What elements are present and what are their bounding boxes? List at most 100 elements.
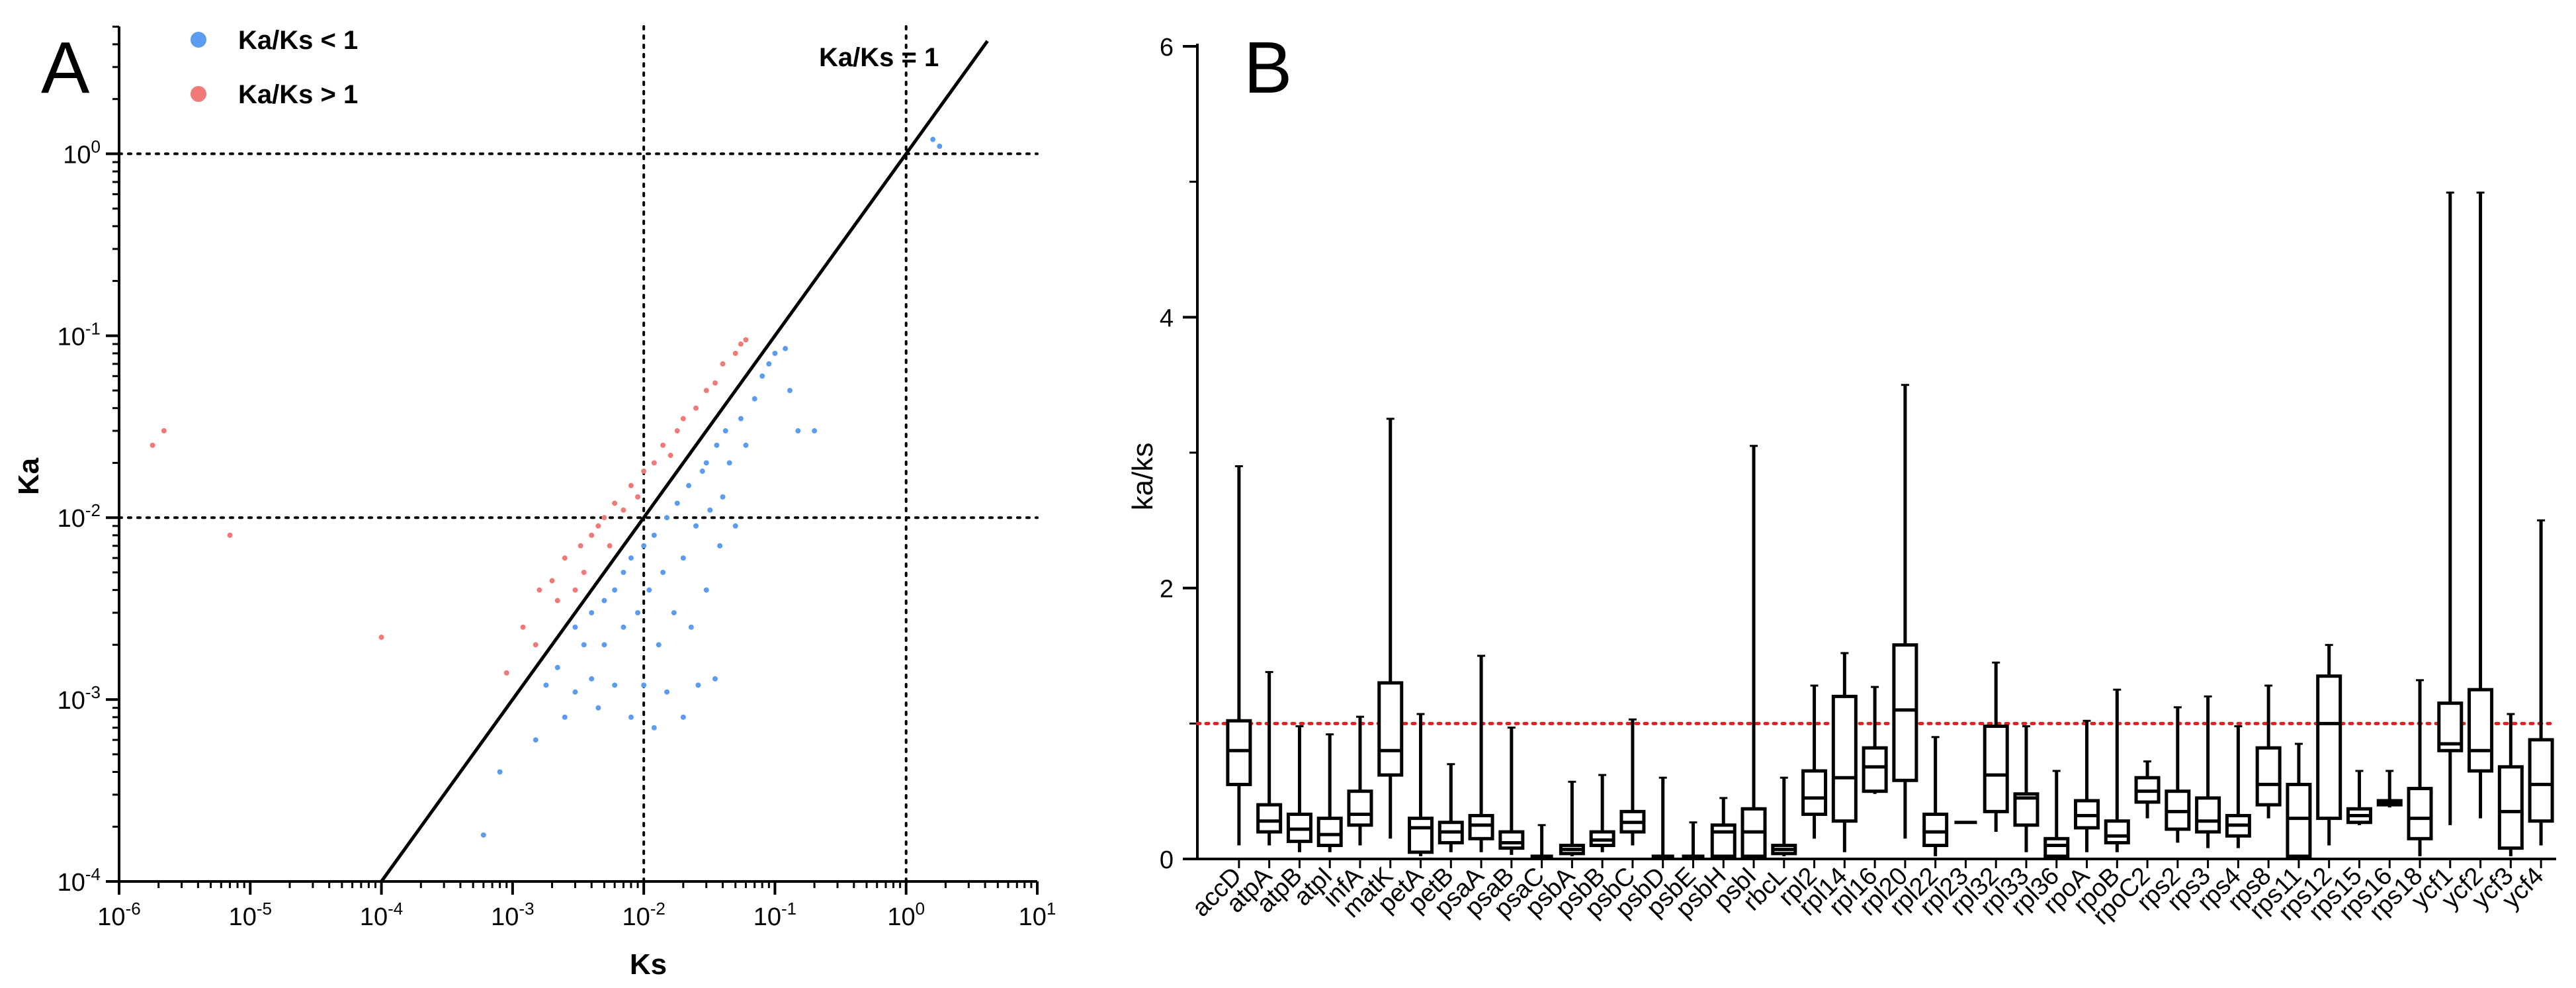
panel-a-point <box>503 670 509 676</box>
panel-a-point <box>732 350 738 356</box>
panel-b-box-body <box>2286 782 2312 858</box>
panel-b-y-tick-label: 2 <box>1160 576 1174 604</box>
panel-a-point <box>722 428 728 434</box>
panel-a-point <box>726 460 732 466</box>
panel-a-y-tick-label: 10-2 <box>58 500 101 533</box>
panel-b-box-rps2 <box>2165 706 2191 843</box>
panel-a-point <box>601 598 607 604</box>
panel-a-x-tick-label: 10-1 <box>753 899 796 931</box>
panel-b-box-rpl32 <box>1983 661 2009 832</box>
panel-a-point <box>581 642 587 648</box>
panel-b-box-rpl22 <box>1922 736 1949 856</box>
panel-a-point <box>732 523 738 529</box>
panel-b-box-rpoA <box>2074 719 2100 852</box>
panel-a-point <box>497 769 503 775</box>
panel-a-point <box>795 428 801 434</box>
panel-a-point <box>656 642 662 648</box>
panel-b-box-rpoC2 <box>2134 760 2161 819</box>
panel-a-point <box>533 737 538 743</box>
panel-b-box-atpA <box>1256 671 1283 846</box>
panel-a-point <box>664 689 670 695</box>
panel-a-point <box>743 337 749 343</box>
panel-b-box-psaA <box>1468 654 1494 852</box>
panel-b-box-infA <box>1347 715 1373 846</box>
panel-b-box-body <box>1801 769 1828 816</box>
panel-b-box-body <box>2528 738 2554 823</box>
panel-a-point <box>714 442 720 448</box>
panel-a-point <box>680 416 686 422</box>
panel-b-y-ticks: 0 2 4 6 <box>1160 34 1197 874</box>
panel-b-box-ycf1 <box>2437 191 2464 825</box>
panel-b-box-body <box>1256 803 1283 834</box>
panel-b-letter: B <box>1244 27 1292 109</box>
panel-a-point <box>720 361 726 367</box>
panel-a-point <box>641 543 647 549</box>
panel-a-point <box>680 555 686 561</box>
panel-a-x-tick-label: 10-4 <box>360 899 403 931</box>
panel-a-point <box>667 453 673 459</box>
panel-a-point <box>717 543 723 549</box>
panel-b-box-psbE <box>1682 821 1705 858</box>
panel-a-point <box>703 388 709 394</box>
panel-b-box-body <box>2468 688 2494 773</box>
panel-a-point <box>554 598 560 604</box>
panel-a-point <box>543 682 549 688</box>
panel-a-y-tick-label: 10-4 <box>58 864 101 897</box>
panel-a-point <box>612 587 618 593</box>
panel-a-point <box>660 442 666 448</box>
panel-a-point <box>612 500 618 506</box>
panel-b-box-body <box>1983 724 2009 813</box>
panel-a-point <box>674 500 680 506</box>
panel-a-point <box>641 469 647 474</box>
panel-a-point <box>628 714 634 720</box>
panel-a-point <box>589 532 595 538</box>
panel-a-point <box>720 494 726 500</box>
panel-b-box-rps16 <box>2376 770 2403 808</box>
panel-b-box-rpoB <box>2104 688 2130 852</box>
panel-a-point <box>612 682 618 688</box>
panel-a-point <box>651 460 657 466</box>
panel-a-point <box>930 136 936 142</box>
panel-a-legend: Ka/Ks < 1 Ka/Ks > 1 <box>191 26 358 109</box>
panel-a-point <box>812 428 818 434</box>
panel-b-box-rps8 <box>2255 684 2282 819</box>
panel-b-y-tick-label: 4 <box>1160 304 1174 332</box>
panel-a-point <box>572 689 578 695</box>
panel-b-box-body <box>2316 674 2342 821</box>
panel-a-point <box>703 460 709 466</box>
panel-b-box-body <box>1498 830 1525 850</box>
panel-a-points <box>150 136 943 838</box>
panel-b-box-body <box>1468 814 1494 840</box>
panel-b-box-accD <box>1226 465 1252 846</box>
panel-b-box-body <box>2195 796 2221 834</box>
panel-b-box-rps4 <box>2225 725 2251 848</box>
panel-a-point <box>628 482 634 488</box>
panel-b-box-ycf2 <box>2468 191 2494 819</box>
panel-b-box-body <box>2104 819 2130 844</box>
panel-a-y-tick-label: 100 <box>63 136 101 169</box>
panel-a-x-tick-label: 101 <box>1019 899 1056 931</box>
panel-b-box-body <box>2407 787 2433 840</box>
panel-b-box-rpl16 <box>1862 686 1888 794</box>
panel-b-box-body <box>1862 746 1888 793</box>
panel-a-point <box>621 569 626 575</box>
panel-a-point <box>554 664 560 670</box>
panel-a-y-tick-label: 10-1 <box>58 318 101 351</box>
panel-a-point <box>707 507 713 513</box>
panel-b-box-body <box>1316 817 1343 848</box>
panel-a-x-tick-label: 10-3 <box>491 899 534 931</box>
panel-a-x-tick-label: 10-5 <box>229 899 272 931</box>
panel-a-point <box>751 396 757 402</box>
panel-a-point <box>562 555 568 561</box>
panel-b-box-body <box>1922 812 1949 848</box>
panel-a-point <box>589 676 595 682</box>
panel-b-box-body <box>2255 746 2282 807</box>
panel-a-point <box>595 705 601 711</box>
panel-a-point <box>589 609 595 615</box>
panel-a-point <box>693 405 699 411</box>
panel-a-point <box>581 569 587 575</box>
panel-b-box-body <box>1408 817 1434 854</box>
panel-b-box-rbcL <box>1771 776 1797 856</box>
panel-b-box-body <box>1226 719 1252 786</box>
